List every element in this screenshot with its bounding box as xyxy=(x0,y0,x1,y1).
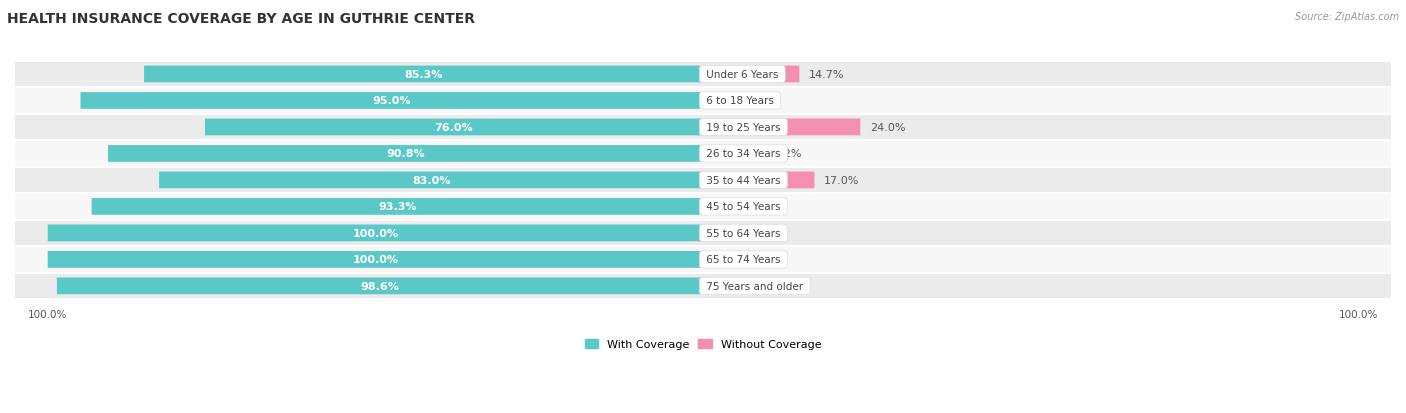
FancyBboxPatch shape xyxy=(143,66,703,83)
Text: 93.3%: 93.3% xyxy=(378,202,416,212)
Text: 0.0%: 0.0% xyxy=(713,255,741,265)
Bar xyxy=(15,62,1391,88)
FancyBboxPatch shape xyxy=(108,146,703,162)
Text: 100.0%: 100.0% xyxy=(353,255,398,265)
Bar xyxy=(15,167,1391,194)
Text: Source: ZipAtlas.com: Source: ZipAtlas.com xyxy=(1295,12,1399,22)
Text: 76.0%: 76.0% xyxy=(434,123,474,133)
FancyBboxPatch shape xyxy=(703,146,763,162)
Bar xyxy=(15,114,1391,141)
FancyBboxPatch shape xyxy=(159,172,703,189)
Text: Under 6 Years: Under 6 Years xyxy=(703,70,782,80)
Bar xyxy=(15,220,1391,247)
FancyBboxPatch shape xyxy=(56,278,703,294)
Text: 9.2%: 9.2% xyxy=(773,149,801,159)
Text: 14.7%: 14.7% xyxy=(808,70,845,80)
Text: 6 to 18 Years: 6 to 18 Years xyxy=(703,96,778,106)
Legend: With Coverage, Without Coverage: With Coverage, Without Coverage xyxy=(581,335,825,354)
FancyBboxPatch shape xyxy=(703,93,737,109)
Text: 5.1%: 5.1% xyxy=(747,96,775,106)
Bar xyxy=(15,141,1391,167)
Text: 75 Years and older: 75 Years and older xyxy=(703,281,807,291)
Text: 17.0%: 17.0% xyxy=(824,176,859,185)
Text: 98.6%: 98.6% xyxy=(360,281,399,291)
Text: 35 to 44 Years: 35 to 44 Years xyxy=(703,176,783,185)
Text: 6.7%: 6.7% xyxy=(756,202,785,212)
Text: 26 to 34 Years: 26 to 34 Years xyxy=(703,149,783,159)
Text: 85.3%: 85.3% xyxy=(405,70,443,80)
FancyBboxPatch shape xyxy=(703,278,713,294)
Text: 65 to 74 Years: 65 to 74 Years xyxy=(703,255,783,265)
FancyBboxPatch shape xyxy=(703,199,747,215)
Text: 1.4%: 1.4% xyxy=(723,281,751,291)
Bar xyxy=(15,273,1391,299)
Text: 100.0%: 100.0% xyxy=(353,228,398,238)
FancyBboxPatch shape xyxy=(703,66,800,83)
Bar xyxy=(15,247,1391,273)
FancyBboxPatch shape xyxy=(91,199,703,215)
Text: 83.0%: 83.0% xyxy=(412,176,450,185)
Text: 24.0%: 24.0% xyxy=(870,123,905,133)
Text: 19 to 25 Years: 19 to 25 Years xyxy=(703,123,783,133)
FancyBboxPatch shape xyxy=(48,225,703,242)
Text: 90.8%: 90.8% xyxy=(387,149,425,159)
FancyBboxPatch shape xyxy=(205,119,703,136)
FancyBboxPatch shape xyxy=(48,252,703,268)
Text: 55 to 64 Years: 55 to 64 Years xyxy=(703,228,783,238)
Text: 0.0%: 0.0% xyxy=(713,228,741,238)
FancyBboxPatch shape xyxy=(703,172,814,189)
Bar xyxy=(15,194,1391,220)
Text: HEALTH INSURANCE COVERAGE BY AGE IN GUTHRIE CENTER: HEALTH INSURANCE COVERAGE BY AGE IN GUTH… xyxy=(7,12,475,26)
FancyBboxPatch shape xyxy=(80,93,703,109)
FancyBboxPatch shape xyxy=(703,119,860,136)
Text: 95.0%: 95.0% xyxy=(373,96,411,106)
Bar xyxy=(15,88,1391,114)
Text: 45 to 54 Years: 45 to 54 Years xyxy=(703,202,783,212)
